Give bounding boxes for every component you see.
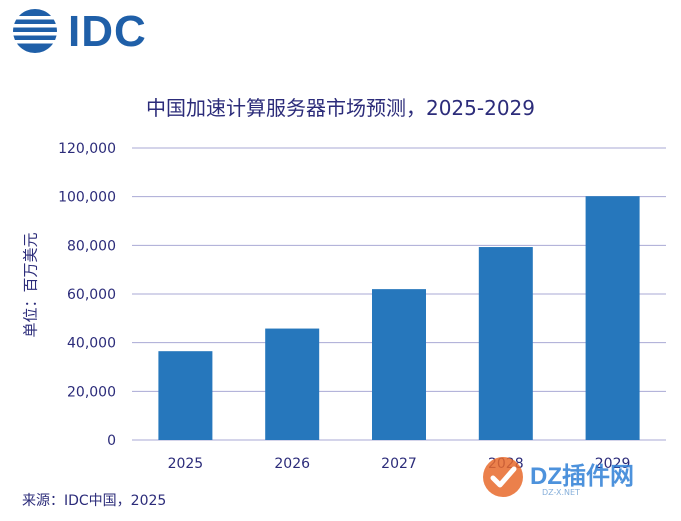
idc-logo: IDC [10,6,160,58]
y-tick-label: 100,000 [58,190,116,206]
x-tick-label: 2025 [168,456,204,472]
bar [265,328,320,440]
dz-logo-icon [483,457,523,497]
bar [478,247,533,440]
bar [158,351,213,440]
y-tick-label: 60,000 [67,287,116,303]
y-tick-label: 80,000 [67,238,116,254]
y-tick-label: 20,000 [67,384,116,400]
watermark-sub: DZ-X.NET [542,488,580,497]
bar [585,196,640,440]
source-note: 来源：IDC中国，2025 [22,493,167,509]
bar [372,289,426,440]
y-tick-label: 120,000 [58,141,116,157]
watermark: DZ插件网 DZ-X.NET [478,452,668,506]
y-tick-label: 40,000 [67,336,116,352]
logo-text: IDC [68,7,147,56]
x-tick-label: 2026 [274,456,310,472]
x-tick-label: 2029 [595,456,631,472]
globe-icon [13,9,57,53]
watermark-text: DZ插件网 [530,463,634,490]
chart-title: 中国加速计算服务器市场预测，2025-2029 [145,96,535,120]
x-tick-label: 2027 [381,456,417,472]
y-tick-label: 0 [107,433,116,449]
